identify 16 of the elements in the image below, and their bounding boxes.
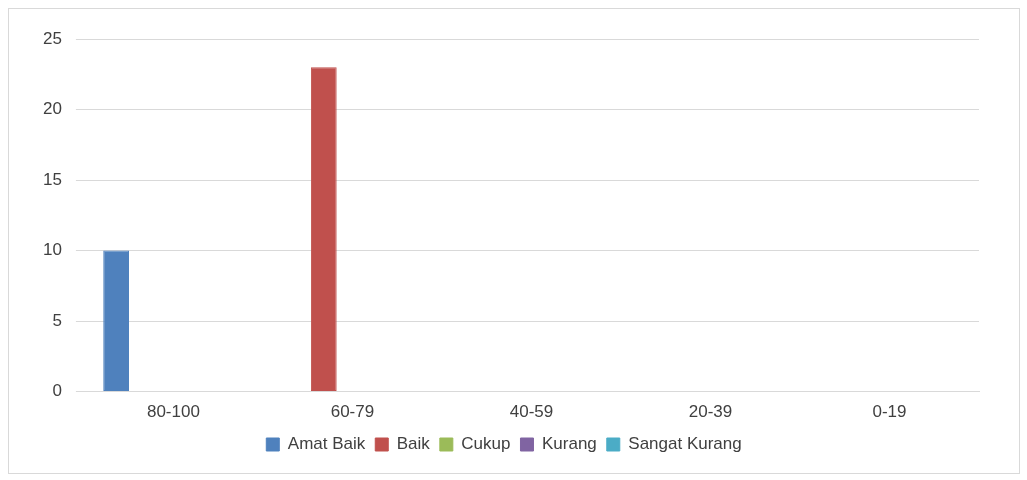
x-tick-label: 40-59 (509, 402, 554, 422)
legend-label: Baik (396, 434, 431, 454)
legend-label: Cukup (461, 434, 511, 454)
legend-label: Amat Baik (287, 434, 366, 454)
y-tick-label: 25 (42, 28, 62, 48)
y-tick-label: 20 (42, 99, 62, 119)
x-tick-label: 0-19 (872, 402, 907, 422)
x-tick-label: 60-79 (330, 402, 375, 422)
legend-label: Kurang (541, 434, 597, 454)
x-tick-label: 80-100 (146, 402, 200, 422)
y-tick-label: 5 (52, 310, 62, 330)
y-tick-label: 0 (52, 381, 62, 401)
legend-label: Sangat Kurang (628, 434, 742, 454)
y-tick-label: 10 (42, 240, 62, 260)
x-tick-label: 20-39 (688, 402, 733, 422)
y-tick-label: 15 (42, 169, 62, 189)
